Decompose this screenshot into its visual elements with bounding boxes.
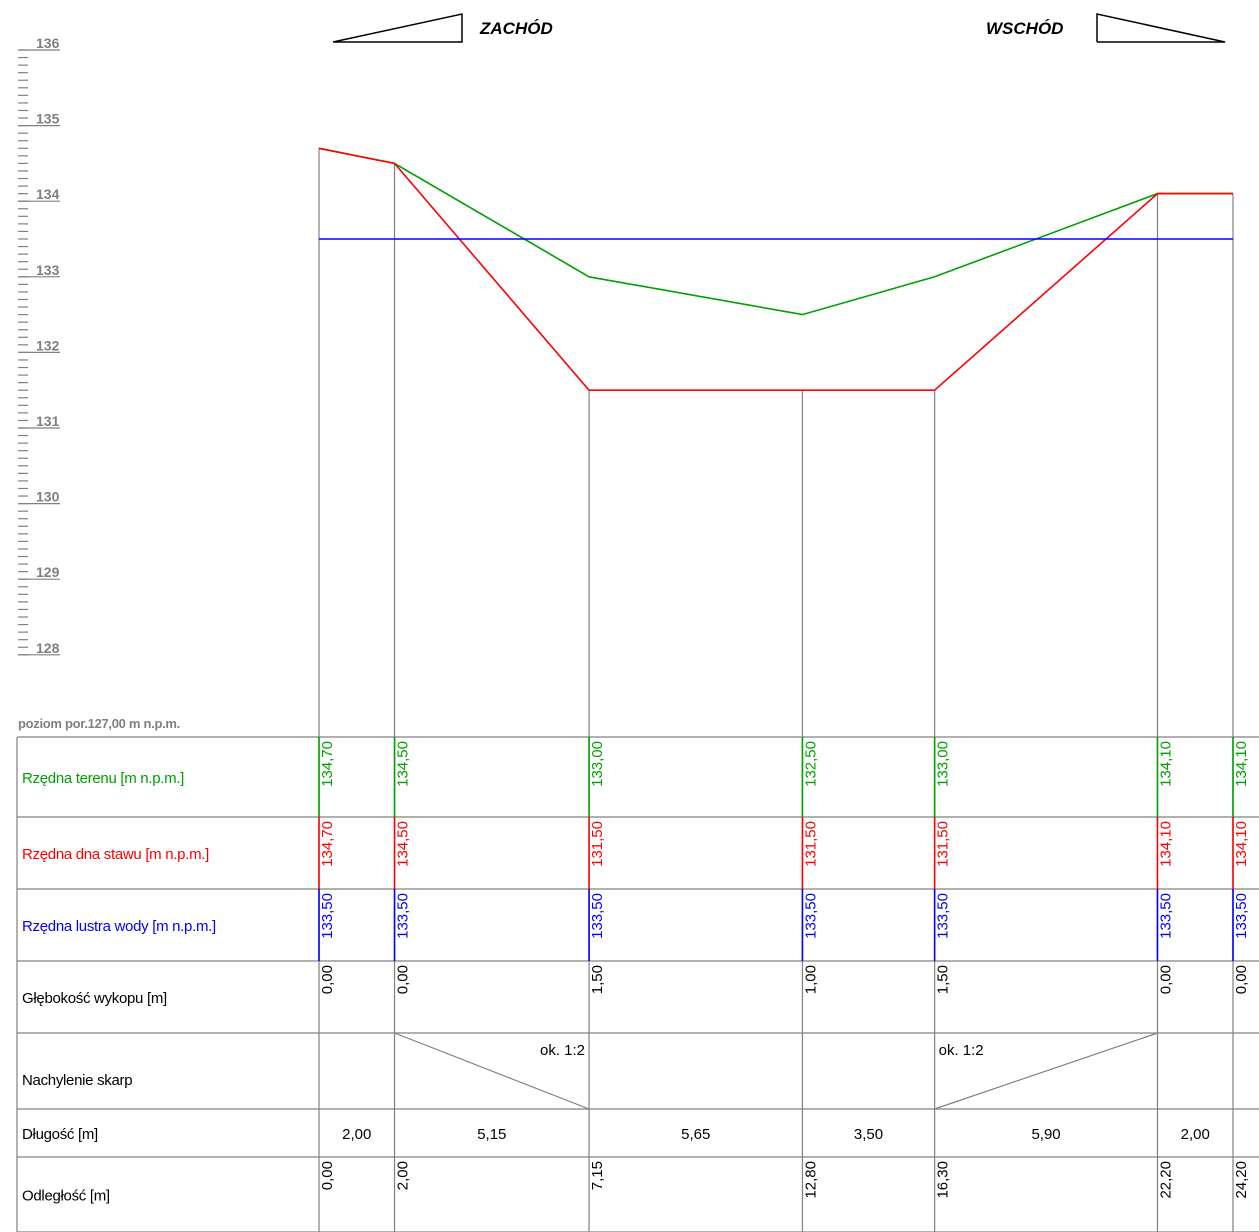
terrain-line	[318, 147, 1233, 316]
depth-row-value: 1,50	[589, 965, 606, 994]
direction-east-label: WSCHÓD	[986, 19, 1063, 38]
elevation-scale: 136 135 134 133 132 131 130 129 128	[18, 35, 60, 656]
depth-row-value: 0,00	[1157, 965, 1174, 994]
slope-west-diagonal	[394, 1032, 590, 1110]
scale-label: 128	[36, 640, 60, 656]
length-value: 5,15	[477, 1126, 506, 1143]
water-row-value: 133,50	[589, 893, 606, 939]
bottom-row-value: 134,10	[1157, 821, 1174, 867]
distance-value: 12,80	[802, 1161, 819, 1199]
bottom-row-value: 134,10	[1233, 821, 1250, 867]
water-row-value: 133,50	[319, 893, 336, 939]
distance-row-label: Odległość [m]	[22, 1188, 110, 1205]
length-value: 3,50	[854, 1126, 883, 1143]
depth-row-value: 0,00	[319, 965, 336, 994]
depth-row-value: 0,00	[1233, 965, 1250, 994]
slope-east-diagonal	[934, 1032, 1158, 1110]
scale-label: 134	[36, 186, 60, 202]
distance-value: 0,00	[319, 1161, 336, 1190]
water-row-label: Rzędna lustra wody [m n.p.m.]	[22, 918, 216, 935]
slope-row-label: Nachylenie skarp	[22, 1072, 132, 1089]
bottom-row-label: Rzędna dna stawu [m n.p.m.]	[22, 846, 209, 863]
terrain-row-value: 134,10	[1157, 741, 1174, 787]
length-value: 5,65	[681, 1126, 710, 1143]
terrain-row-value: 134,10	[1233, 741, 1250, 787]
depth-row-label: Głębokość wykopu [m]	[22, 990, 167, 1007]
length-value: 2,00	[342, 1126, 371, 1143]
terrain-row-value: 132,50	[802, 741, 819, 787]
length-value: 5,90	[1031, 1126, 1060, 1143]
distance-value: 16,30	[935, 1161, 952, 1199]
length-row-label: Długość [m]	[22, 1126, 98, 1143]
slope-west-value: ok. 1:2	[540, 1042, 585, 1059]
scale-label: 132	[36, 337, 60, 353]
reference-level-label: poziom por.127,00 m n.p.m.	[18, 716, 180, 731]
distance-value: 7,15	[589, 1161, 606, 1190]
water-row-value: 133,50	[1233, 893, 1250, 939]
scale-label: 136	[36, 35, 60, 51]
bottom-row-value: 131,50	[802, 821, 819, 867]
distance-value: 2,00	[395, 1161, 412, 1190]
terrain-row-value: 133,00	[935, 741, 952, 787]
terrain-row-label: Rzędna terenu [m n.p.m.]	[22, 770, 184, 787]
scale-label: 131	[36, 413, 60, 429]
water-row-value: 133,50	[935, 893, 952, 939]
profile-lines	[318, 147, 1233, 392]
direction-east-arrow: WSCHÓD	[986, 13, 1226, 43]
water-row-value: 133,50	[1157, 893, 1174, 939]
scale-label: 133	[36, 262, 60, 278]
terrain-row-value: 134,70	[319, 741, 336, 787]
terrain-row-value: 134,50	[395, 741, 412, 787]
water-row-value: 133,50	[395, 893, 412, 939]
length-value: 2,00	[1181, 1126, 1210, 1143]
pond-bottom-line	[318, 147, 1233, 392]
station-lines	[318, 148, 1234, 1232]
bottom-row-value: 134,70	[319, 821, 336, 867]
distance-value: 22,20	[1157, 1161, 1174, 1199]
depth-row-value: 1,50	[935, 965, 952, 994]
bottom-row-value: 131,50	[589, 821, 606, 867]
direction-west-label: ZACHÓD	[479, 19, 553, 38]
bottom-row-value: 131,50	[935, 821, 952, 867]
scale-label: 130	[36, 489, 60, 505]
distance-value: 24,20	[1233, 1161, 1250, 1199]
terrain-row-value: 133,00	[589, 741, 606, 787]
depth-row-value: 1,00	[802, 965, 819, 994]
bottom-row-value: 134,50	[395, 821, 412, 867]
profile-table: Rzędna terenu [m n.p.m.] 134,70 134,50 133,…	[16, 736, 1259, 1232]
depth-row-value: 0,00	[395, 965, 412, 994]
scale-label: 129	[36, 564, 60, 580]
direction-west-arrow: ZACHÓD	[332, 13, 553, 43]
scale-label: 135	[36, 111, 60, 127]
water-row-value: 133,50	[802, 893, 819, 939]
slope-east-value: ok. 1:2	[939, 1042, 984, 1059]
